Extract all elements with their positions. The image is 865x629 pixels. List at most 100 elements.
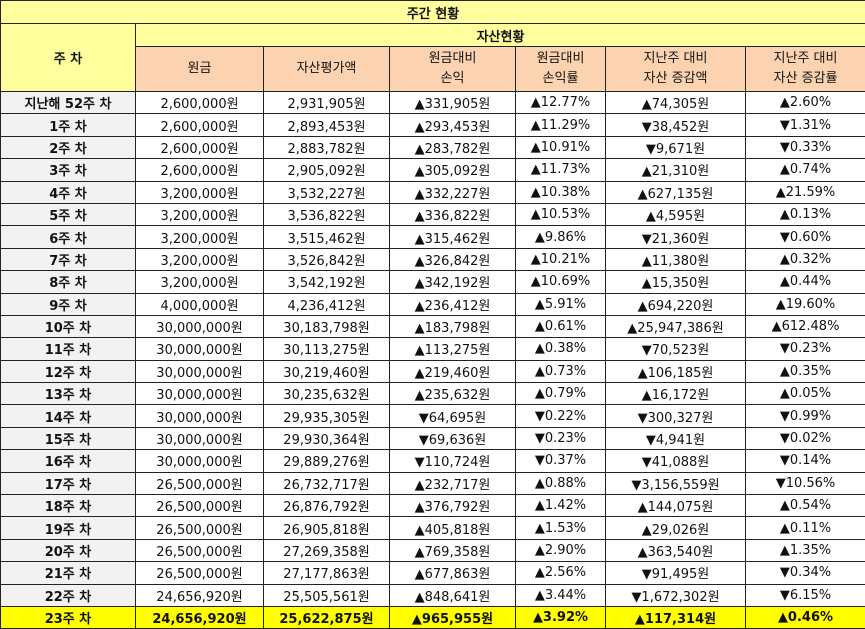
pl-rate-cell: ▼0.22% xyxy=(516,405,606,427)
pl-cell: ▼69,636원 xyxy=(390,427,516,449)
value-cell: 2,931,905원 xyxy=(264,92,390,114)
pl-rate-cell: ▲10.69% xyxy=(516,271,606,293)
week-cell: 22주 차 xyxy=(1,584,136,606)
column-header-line: 지난주 대비 xyxy=(746,49,865,69)
diff-cell: ▼1,672,302원 xyxy=(606,584,746,606)
pl-rate-cell: ▲10.53% xyxy=(516,203,606,225)
diff-cell: ▲11,380원 xyxy=(606,248,746,270)
pl-cell: ▲219,460원 xyxy=(390,360,516,382)
principal-cell: 30,000,000원 xyxy=(136,338,264,360)
pl-cell: ▲677,863원 xyxy=(390,562,516,584)
principal-cell: 30,000,000원 xyxy=(136,427,264,449)
pl-cell: ▲113,275원 xyxy=(390,338,516,360)
principal-cell: 30,000,000원 xyxy=(136,383,264,405)
pl-cell: ▲342,192원 xyxy=(390,271,516,293)
diff-cell: ▲74,305원 xyxy=(606,92,746,114)
principal-cell: 3,200,000원 xyxy=(136,226,264,248)
pl-cell: ▲232,717원 xyxy=(390,472,516,494)
diff-rate-cell: ▼0.60% xyxy=(746,226,865,248)
value-cell: 3,532,227원 xyxy=(264,181,390,203)
principal-cell: 3,200,000원 xyxy=(136,271,264,293)
week-cell: 17주 차 xyxy=(1,472,136,494)
diff-cell: ▼3,156,559원 xyxy=(606,472,746,494)
week-cell: 1주 차 xyxy=(1,114,136,136)
pl-rate-cell: ▲2.90% xyxy=(516,539,606,561)
value-cell: 25,505,561원 xyxy=(264,584,390,606)
week-cell: 8주 차 xyxy=(1,271,136,293)
pl-cell: ▲305,092원 xyxy=(390,159,516,181)
pl-rate-cell: ▲1.42% xyxy=(516,495,606,517)
value-cell: 29,889,276원 xyxy=(264,450,390,472)
diff-rate-cell: ▼0.33% xyxy=(746,136,865,158)
principal-cell: 30,000,000원 xyxy=(136,315,264,337)
asset-group-header: 자산현황 xyxy=(136,24,865,47)
diff-cell: ▲16,172원 xyxy=(606,383,746,405)
principal-cell: 3,200,000원 xyxy=(136,203,264,225)
diff-rate-cell: ▲2.60% xyxy=(746,92,865,114)
diff-cell: ▼300,327원 xyxy=(606,405,746,427)
column-header-line: 자산평가액 xyxy=(264,59,389,79)
diff-rate-cell: ▲0.05% xyxy=(746,383,865,405)
pl-rate-cell: ▲0.88% xyxy=(516,472,606,494)
pl-cell: ▲332,227원 xyxy=(390,181,516,203)
pl-rate-cell: ▲10.21% xyxy=(516,248,606,270)
value-cell: 26,732,717원 xyxy=(264,472,390,494)
diff-cell: ▲29,026원 xyxy=(606,517,746,539)
principal-cell: 26,500,000원 xyxy=(136,495,264,517)
diff-cell: ▼4,941원 xyxy=(606,427,746,449)
value-cell: 29,930,364원 xyxy=(264,427,390,449)
pl-cell: ▲235,632원 xyxy=(390,383,516,405)
week-cell: 19주 차 xyxy=(1,517,136,539)
week-cell: 20주 차 xyxy=(1,539,136,561)
diff-cell: ▲627,135원 xyxy=(606,181,746,203)
diff-rate-cell: ▼1.31% xyxy=(746,114,865,136)
principal-cell: 2,600,000원 xyxy=(136,92,264,114)
pl-cell: ▲236,412원 xyxy=(390,293,516,315)
week-cell: 15주 차 xyxy=(1,427,136,449)
value-cell: 2,893,453원 xyxy=(264,114,390,136)
diff-rate-cell: ▼0.34% xyxy=(746,562,865,584)
diff-cell: ▼91,495원 xyxy=(606,562,746,584)
column-header-line: 원금 xyxy=(136,59,263,79)
diff-rate-cell: ▲19.60% xyxy=(746,293,865,315)
week-cell: 18주 차 xyxy=(1,495,136,517)
principal-cell: 30,000,000원 xyxy=(136,450,264,472)
week-cell: 7주 차 xyxy=(1,248,136,270)
pl-rate-cell: ▲0.79% xyxy=(516,383,606,405)
value-cell: 30,113,275원 xyxy=(264,338,390,360)
pl-rate-cell: ▼0.23% xyxy=(516,427,606,449)
principal-cell: 2,600,000원 xyxy=(136,159,264,181)
pl-rate-cell: ▲1.53% xyxy=(516,517,606,539)
week-cell: 21주 차 xyxy=(1,562,136,584)
diff-cell: ▲363,540원 xyxy=(606,539,746,561)
week-cell: 2주 차 xyxy=(1,136,136,158)
diff-rate-cell: ▼0.99% xyxy=(746,405,865,427)
principal-cell: 3,200,000원 xyxy=(136,248,264,270)
pl-rate-cell: ▲9.86% xyxy=(516,226,606,248)
week-cell: 6주 차 xyxy=(1,226,136,248)
pl-cell: ▲405,818원 xyxy=(390,517,516,539)
pl-rate-cell: ▲12.77% xyxy=(516,92,606,114)
principal-cell: 26,500,000원 xyxy=(136,539,264,561)
value-cell: 4,236,412원 xyxy=(264,293,390,315)
pl-rate-cell: ▲11.29% xyxy=(516,114,606,136)
pl-rate-cell: ▲3.44% xyxy=(516,584,606,606)
diff-rate-cell: ▼0.23% xyxy=(746,338,865,360)
column-header-line: 지난주 대비 xyxy=(606,49,745,69)
diff-rate-cell: ▲612.48% xyxy=(746,315,865,337)
